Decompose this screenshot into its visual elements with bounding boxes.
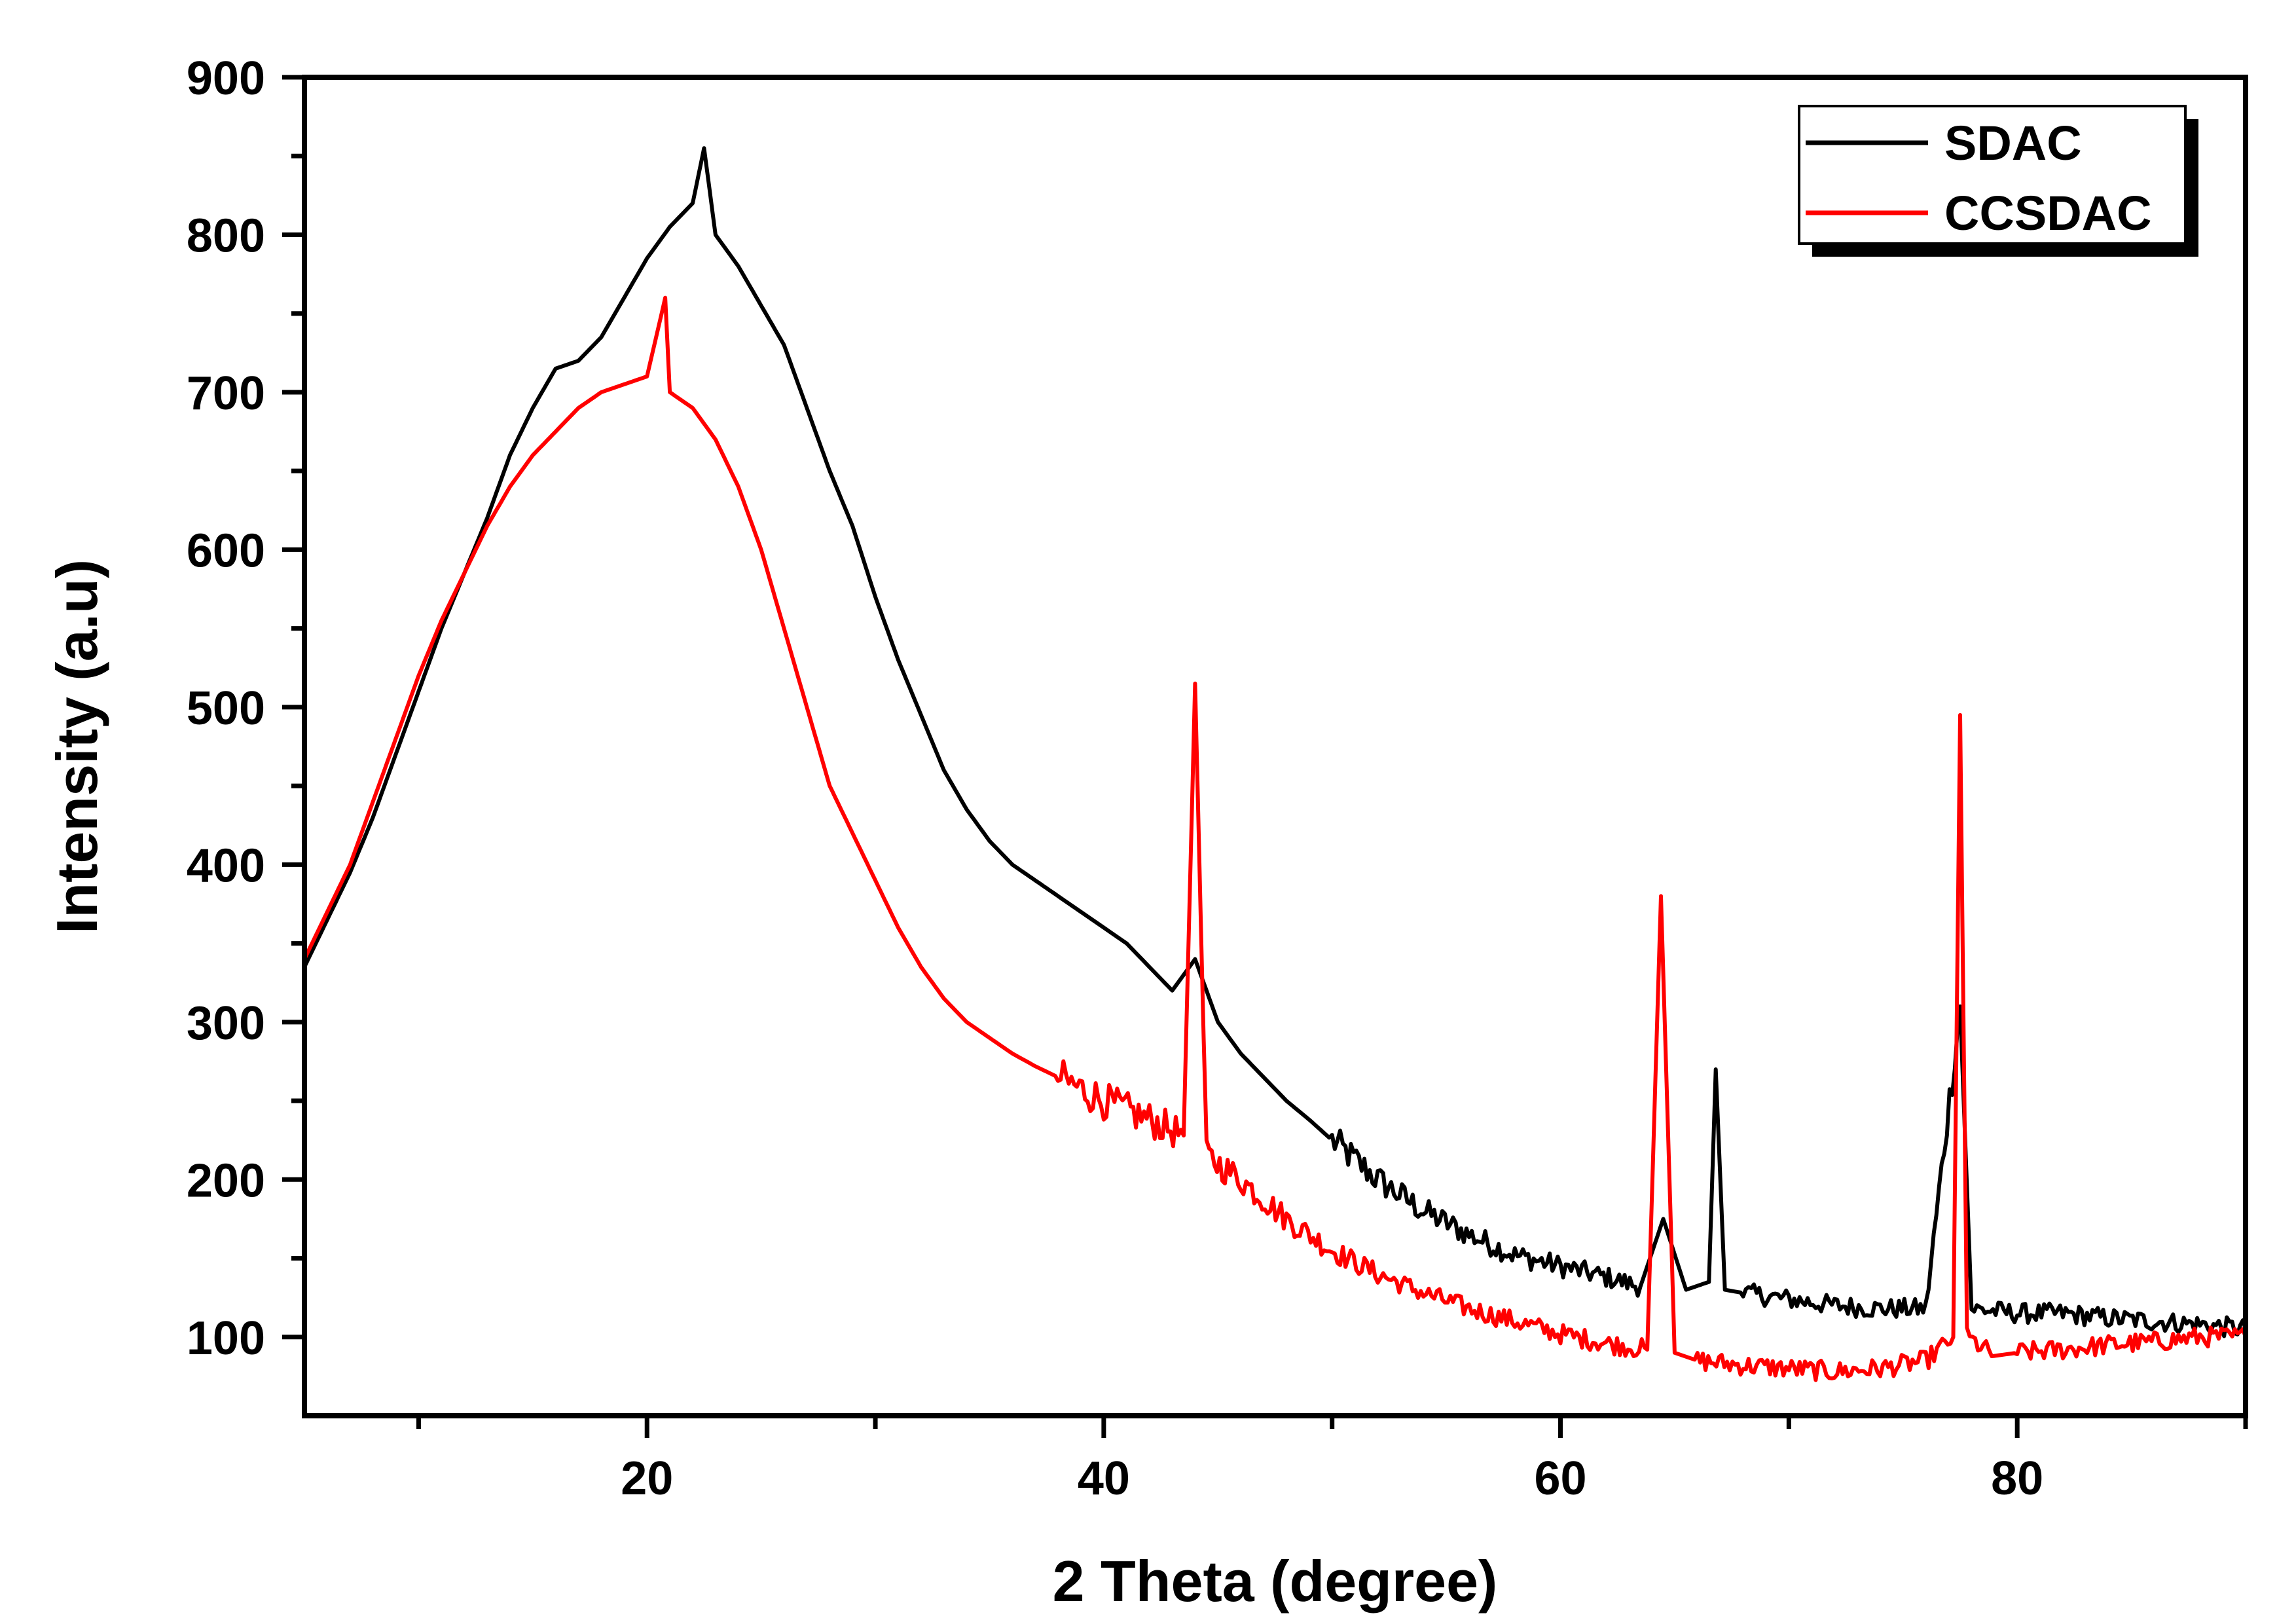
y-tick-label: 100 — [187, 1312, 265, 1365]
y-tick-label: 800 — [187, 210, 265, 262]
x-tick-label: 40 — [1078, 1452, 1130, 1505]
series-layer — [302, 146, 2248, 1382]
x-tick-label: 60 — [1534, 1452, 1586, 1505]
plot-frame — [302, 75, 2248, 1418]
x-tick-label: 20 — [621, 1452, 673, 1505]
legend: SDAC CCSDAC — [1798, 105, 2198, 257]
series-line-sdac — [302, 146, 2248, 1338]
series-line-ccsdac — [302, 295, 2248, 1382]
y-axis: 100 200 300 400 500 600 700 800 900 — [187, 52, 304, 1365]
y-tick-label: 900 — [187, 52, 265, 105]
x-axis: 20 40 60 80 — [416, 1416, 2248, 1505]
x-tick-label: 80 — [1991, 1452, 2043, 1505]
y-tick-label: 300 — [187, 997, 265, 1050]
legend-label-ccsdac: CCSDAC — [1944, 186, 2152, 240]
legend-box — [1798, 105, 2187, 245]
y-tick-label: 500 — [187, 682, 265, 735]
y-tick-label: 700 — [187, 367, 265, 420]
y-tick-label: 200 — [187, 1154, 265, 1207]
legend-label-sdac: SDAC — [1944, 116, 2082, 170]
x-axis-title: 2 Theta (degree) — [1053, 1549, 1498, 1614]
y-tick-label: 600 — [187, 525, 265, 577]
y-tick-label: 400 — [187, 840, 265, 892]
y-axis-title: Intensity (a.u) — [45, 559, 109, 934]
plot-area: 20 40 60 80 100 200 300 400 500 600 700 800 900 — [187, 52, 2248, 1505]
